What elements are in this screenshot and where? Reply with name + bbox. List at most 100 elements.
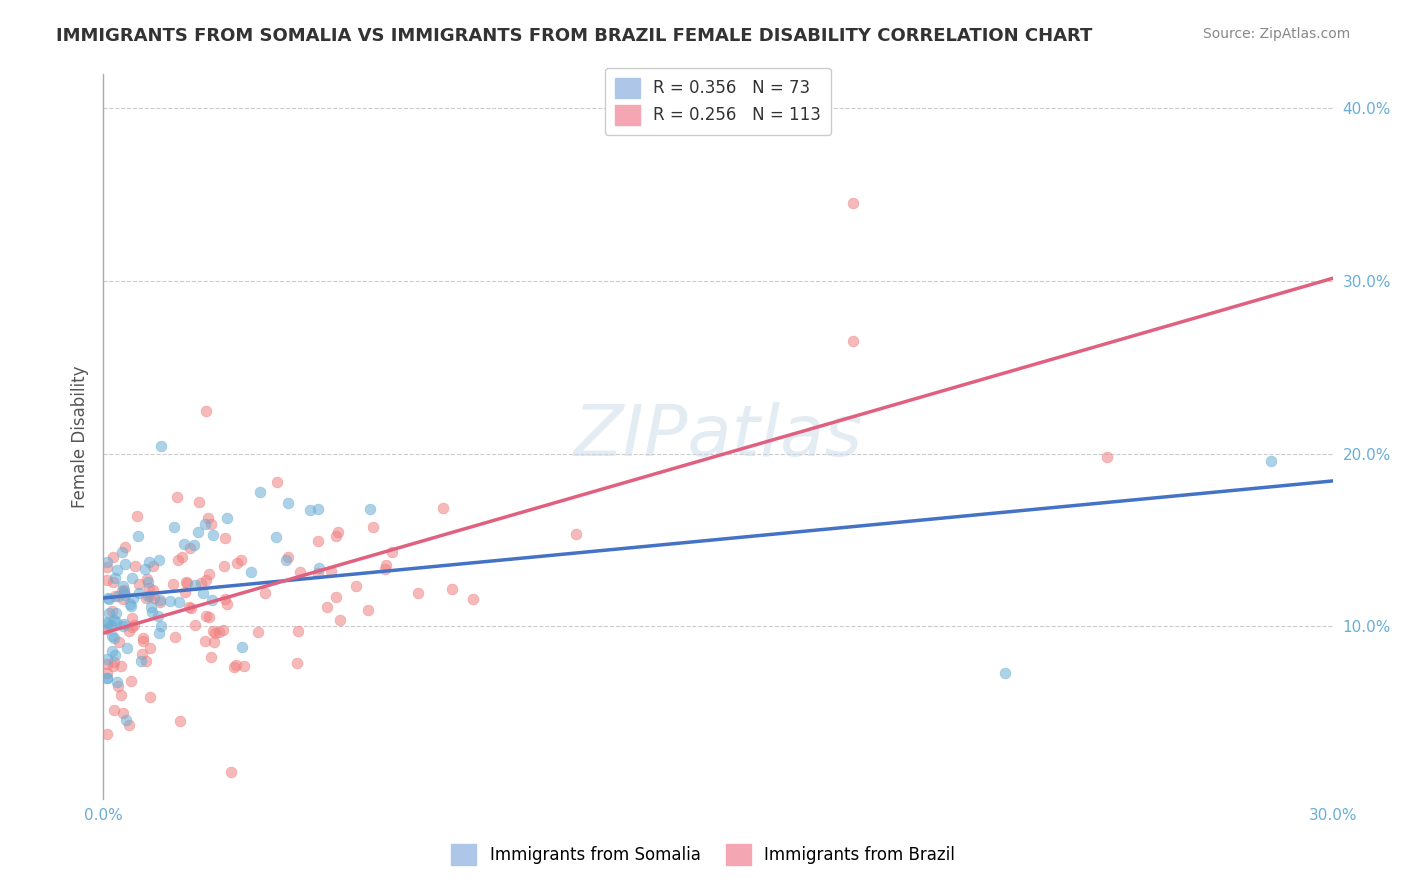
Point <box>285 656 308 670</box>
Point <box>307 534 329 549</box>
Point <box>107 634 129 648</box>
Point <box>121 571 143 585</box>
Point <box>103 703 125 717</box>
Point <box>307 502 329 516</box>
Point <box>101 629 124 643</box>
Point <box>167 552 190 566</box>
Point <box>440 582 463 596</box>
Point <box>96 617 118 632</box>
Point <box>224 660 246 674</box>
Point <box>375 558 398 572</box>
Point <box>274 553 297 567</box>
Point <box>110 545 132 559</box>
Legend: R = 0.356   N = 73, R = 0.256   N = 113: R = 0.356 N = 73, R = 0.256 N = 113 <box>605 68 831 135</box>
Point <box>212 558 235 573</box>
Point <box>374 562 396 576</box>
Point <box>195 574 218 588</box>
Point <box>194 517 217 532</box>
Point <box>139 690 162 705</box>
Point <box>96 657 118 671</box>
Point <box>212 624 235 638</box>
Point <box>183 618 205 632</box>
Point <box>110 688 132 702</box>
Point <box>170 549 193 564</box>
Point <box>315 599 337 614</box>
Point <box>136 572 159 586</box>
Point <box>463 591 485 606</box>
Point <box>103 613 125 627</box>
Point <box>200 649 222 664</box>
Point <box>179 541 201 555</box>
Point <box>299 503 322 517</box>
Point <box>101 644 124 658</box>
Point <box>163 630 186 644</box>
Point <box>159 593 181 607</box>
Point <box>277 495 299 509</box>
Point <box>125 508 148 523</box>
Point <box>96 622 118 636</box>
Point <box>232 658 254 673</box>
Point <box>361 520 384 534</box>
Point <box>148 608 170 623</box>
Point <box>118 717 141 731</box>
Point <box>96 555 118 569</box>
Point <box>200 517 222 532</box>
Point <box>138 555 160 569</box>
Point <box>118 624 141 638</box>
Point <box>97 607 120 621</box>
Point <box>142 558 165 573</box>
Point <box>174 574 197 589</box>
Point <box>101 659 124 673</box>
Point <box>162 576 184 591</box>
Point <box>564 527 586 541</box>
Point <box>121 620 143 634</box>
Point <box>166 490 188 504</box>
Point <box>96 666 118 681</box>
Point <box>191 586 214 600</box>
Point <box>325 590 347 604</box>
Point <box>167 595 190 609</box>
Point <box>204 626 226 640</box>
Point <box>307 566 329 580</box>
Point <box>141 599 163 614</box>
Point <box>124 559 146 574</box>
Point <box>110 659 132 673</box>
Point <box>105 674 128 689</box>
Point <box>194 403 217 417</box>
Point <box>266 475 288 490</box>
Point <box>1097 450 1119 464</box>
Point <box>121 611 143 625</box>
Point <box>408 586 430 600</box>
Point <box>111 618 134 632</box>
Point <box>129 654 152 668</box>
Point <box>247 624 270 639</box>
Point <box>114 557 136 571</box>
Point <box>136 574 159 589</box>
Point <box>288 566 311 580</box>
Point <box>142 582 165 597</box>
Point <box>842 334 865 349</box>
Point <box>111 583 134 598</box>
Point <box>264 530 287 544</box>
Point <box>149 595 172 609</box>
Point <box>150 439 173 453</box>
Point <box>217 597 239 611</box>
Point <box>198 610 221 624</box>
Point <box>328 613 350 627</box>
Point <box>103 655 125 669</box>
Point <box>138 581 160 595</box>
Point <box>104 589 127 603</box>
Point <box>96 671 118 685</box>
Legend: Immigrants from Somalia, Immigrants from Brazil: Immigrants from Somalia, Immigrants from… <box>441 834 965 875</box>
Point <box>96 560 118 574</box>
Point <box>114 588 136 602</box>
Point <box>96 573 118 587</box>
Point <box>357 603 380 617</box>
Point <box>101 575 124 590</box>
Point <box>100 618 122 632</box>
Point <box>231 552 253 566</box>
Point <box>201 528 224 542</box>
Point <box>1260 453 1282 467</box>
Point <box>115 713 138 727</box>
Point <box>134 562 156 576</box>
